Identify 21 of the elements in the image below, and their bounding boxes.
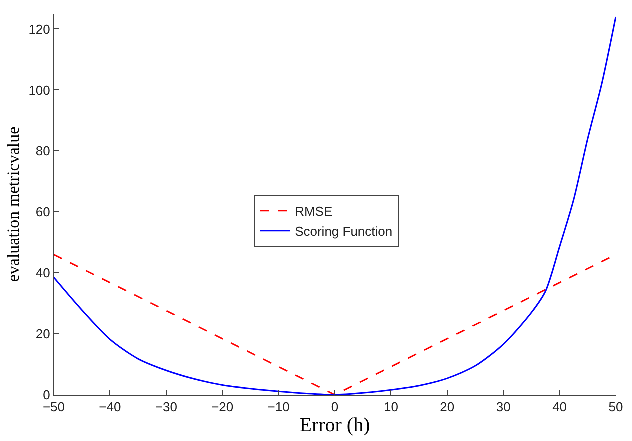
line-series	[54, 16, 616, 395]
x-tick-label: −30	[155, 400, 178, 415]
y-tick-label: 20	[36, 326, 50, 342]
x-tick-label: 20	[440, 400, 455, 415]
y-tick-label: 80	[36, 144, 50, 159]
legend-label: RMSE	[295, 204, 333, 219]
x-tick-label: −20	[212, 400, 234, 415]
y-tick-label: 60	[36, 204, 50, 220]
y-tick-label: 120	[28, 22, 50, 37]
x-tick-label: 40	[552, 400, 568, 415]
x-tick-label: −40	[99, 400, 122, 415]
y-tick-label: 100	[28, 82, 50, 98]
legend-label: Scoring Function	[295, 224, 393, 239]
x-tick-label: −10	[268, 400, 290, 415]
x-tick-label: 10	[384, 400, 398, 415]
x-tick-label: 50	[608, 400, 624, 415]
x-axis-title: Error (h)	[300, 414, 370, 437]
x-tick-label: 0	[331, 400, 339, 415]
y-axis-title: evaluation metricvalue	[4, 126, 24, 282]
y-tick-label: 40	[36, 266, 50, 281]
x-tick-label: 30	[496, 400, 511, 415]
